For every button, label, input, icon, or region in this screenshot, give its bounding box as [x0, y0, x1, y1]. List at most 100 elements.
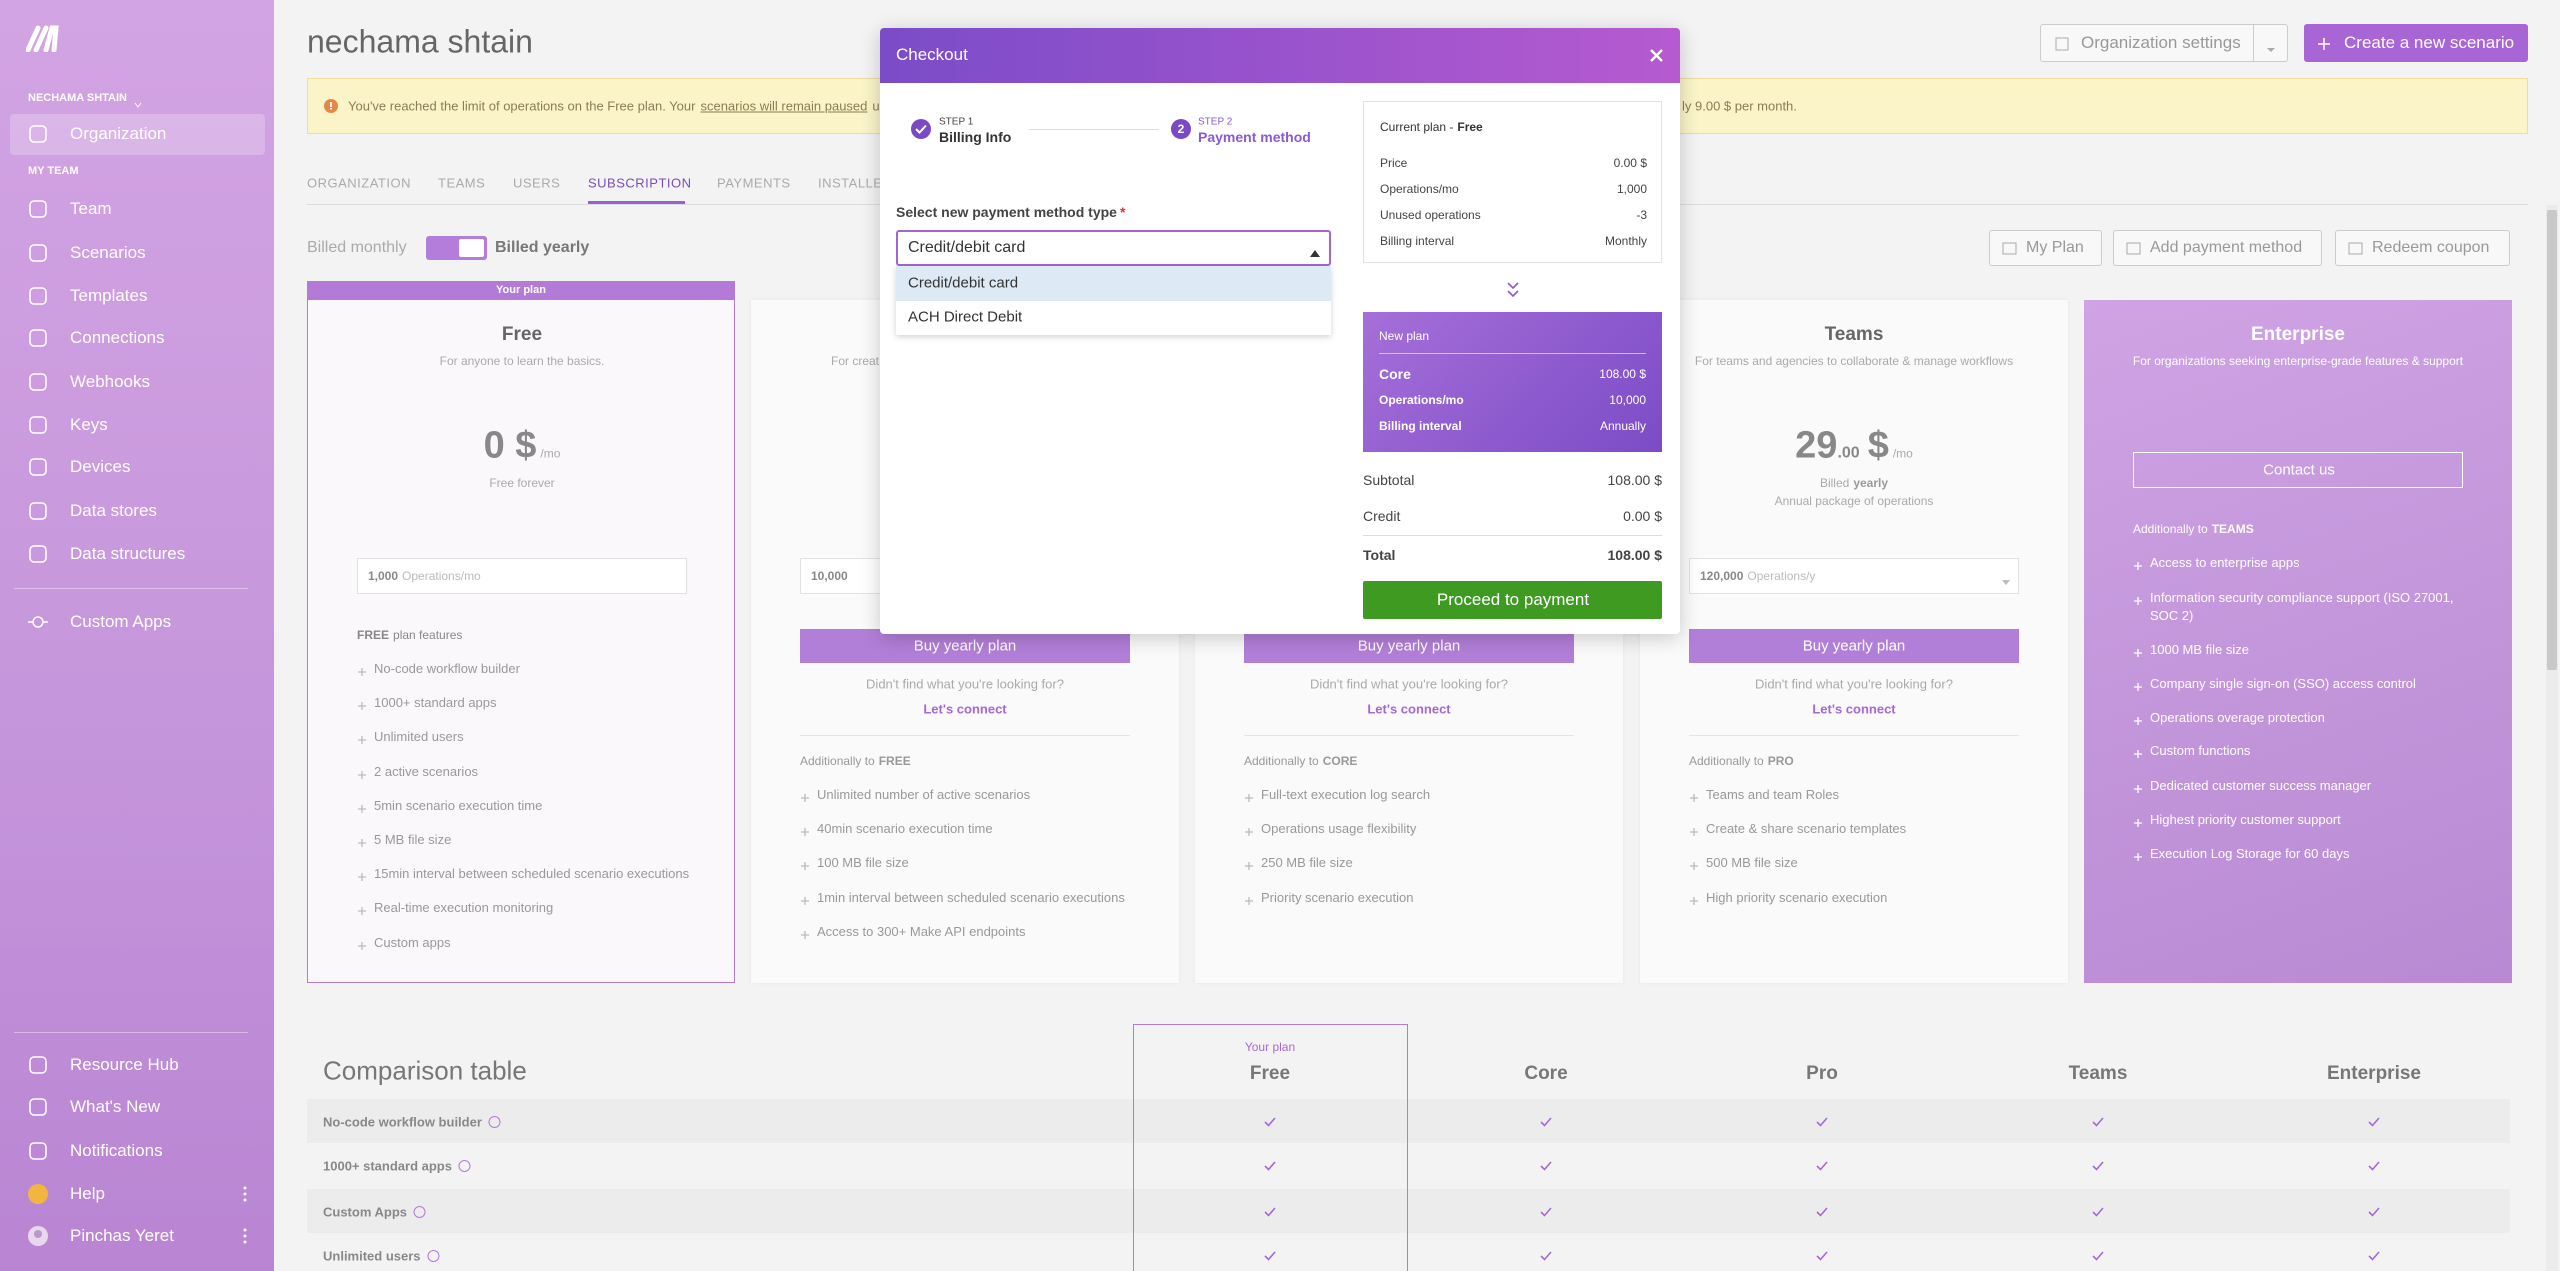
row-label-wrap: Unlimited users — [323, 1249, 440, 1264]
feature: Access to 300+ Make API endpoints — [817, 923, 1026, 939]
nav-icon-svg — [29, 1056, 47, 1074]
feature: 500 MB file size — [1706, 855, 1798, 871]
banner-link[interactable]: scenarios will remain paused — [700, 98, 868, 114]
operations-input[interactable]: 120,000 Operations/y — [1689, 558, 2019, 594]
feature-bullet — [357, 698, 367, 711]
check-icon — [1539, 1115, 1553, 1129]
nav-item[interactable]: Scenarios — [70, 243, 146, 262]
nav-item[interactable]: Team — [70, 199, 112, 218]
org-settings-button[interactable]: Organization settings — [2040, 24, 2288, 62]
nav-item[interactable]: Data structures — [70, 544, 186, 563]
nav-item[interactable]: Organization — [70, 124, 167, 143]
nav-item[interactable]: Keys — [70, 415, 108, 434]
nav-item[interactable]: Webhooks — [70, 372, 151, 391]
nav-item[interactable]: Data stores — [70, 501, 157, 520]
buy-button[interactable]: Buy yearly plan — [1689, 629, 2019, 663]
nav-icon — [28, 286, 48, 306]
action-button[interactable]: My Plan — [1989, 230, 2102, 266]
check-icon-svg — [2368, 1161, 2380, 1171]
nav-item[interactable]: What's New — [70, 1097, 161, 1116]
caret — [2266, 40, 2276, 52]
nav-item[interactable]: Custom Apps — [70, 612, 172, 631]
nav-item[interactable]: Devices — [70, 457, 131, 476]
billing-toggle[interactable] — [426, 236, 487, 260]
proceed-button[interactable]: Proceed to payment — [1363, 581, 1662, 619]
nav-item[interactable]: Resource Hub — [70, 1055, 179, 1074]
check-icon-svg — [1816, 1251, 1828, 1261]
dropdown-option[interactable]: ACH Direct Debit — [896, 300, 1331, 335]
option-label: ACH Direct Debit — [908, 308, 1023, 326]
buy-button[interactable]: Buy yearly plan — [1244, 629, 1574, 663]
nav-icon — [28, 1141, 48, 1161]
check-icon — [1815, 1115, 1829, 1129]
tab[interactable]: TEAMS — [438, 175, 486, 191]
badge-label: Your plan — [496, 284, 546, 296]
feature-bullet — [357, 903, 367, 916]
price-amount: 29 — [1795, 424, 1838, 467]
nav-item[interactable]: Help — [70, 1184, 105, 1203]
nav-item[interactable]: Connections — [70, 328, 165, 347]
nav-icon-svg — [29, 416, 47, 434]
tab[interactable]: ORGANIZATION — [307, 175, 411, 191]
toggle-knob — [459, 239, 484, 257]
button-label: Proceed to payment — [1436, 590, 1590, 609]
billing-monthly[interactable]: Billed monthly — [307, 239, 407, 256]
check-icon — [1815, 1159, 1829, 1173]
action-button[interactable]: Redeem coupon — [2335, 230, 2510, 266]
org-name[interactable]: NECHAMA SHTAIN — [28, 92, 127, 104]
tab[interactable]: INSTALLE — [818, 175, 883, 191]
nav-item[interactable]: Templates — [70, 286, 148, 305]
check-icon-svg — [1264, 1251, 1276, 1261]
connect-link[interactable]: Let's connect — [923, 701, 1007, 717]
summary-label: Credit — [1363, 508, 1401, 524]
plan-card: Teams For teams and agencies to collabora… — [1640, 300, 2068, 983]
check-icon — [2091, 1205, 2105, 1219]
additionally-text: Additionally to — [800, 754, 875, 768]
contact-button[interactable]: Contact us — [2133, 452, 2463, 488]
feature-bullet — [2133, 593, 2143, 605]
field-label: Select new payment method type * — [896, 204, 1125, 220]
nav-icon-svg — [29, 200, 47, 218]
buy-button[interactable]: Buy yearly plan — [800, 629, 1130, 663]
nav-item[interactable]: Notifications — [70, 1141, 163, 1160]
tab[interactable]: PAYMENTS — [717, 175, 791, 191]
step-name: Billing Info — [939, 129, 1012, 145]
feature-bullet — [2133, 815, 2143, 827]
feature: Access to enterprise apps — [2150, 555, 2300, 570]
close-button[interactable] — [1650, 49, 1663, 62]
payment-select[interactable]: Credit/debit card — [896, 230, 1331, 266]
connect-link[interactable]: Let's connect — [1367, 701, 1451, 717]
operations-value: 1,000 — [368, 569, 399, 583]
kebab-svg — [243, 1186, 247, 1202]
active-item[interactable] — [10, 114, 265, 155]
check-icon-svg — [2368, 1251, 2380, 1261]
connect-link[interactable]: Let's connect — [1812, 701, 1896, 717]
nav-icon — [28, 612, 48, 632]
plus-icon-svg — [2318, 38, 2330, 50]
tab[interactable]: SUBSCRIPTION — [588, 175, 692, 191]
nav-icon — [28, 372, 48, 392]
user-name[interactable]: Pinchas Yeret — [70, 1226, 174, 1245]
feature-bullet — [2133, 713, 2143, 725]
feature-bullet-svg — [1245, 862, 1253, 871]
check-icon-svg — [1540, 1251, 1552, 1261]
action-button[interactable]: Add payment method — [2113, 230, 2322, 266]
plan-name: Teams — [1824, 324, 1884, 345]
operations-value: 10,000 — [811, 569, 848, 583]
scrollbar-thumb[interactable] — [2547, 210, 2557, 670]
summary-label: Subtotal — [1363, 472, 1415, 488]
feature: Highest priority customer support — [2150, 812, 2341, 827]
operations-input[interactable]: 1,000 Operations/mo — [357, 558, 687, 594]
feature: Custom functions — [2150, 743, 2251, 758]
create-button[interactable]: Create a new scenario — [2304, 24, 2528, 62]
feature-bullet — [1689, 790, 1699, 802]
tab[interactable]: USERS — [513, 175, 561, 191]
row-label: Unlimited users — [323, 1248, 421, 1264]
summary-value: 108.00 $ — [1607, 547, 1663, 563]
dropdown-option[interactable]: Credit/debit card — [896, 266, 1331, 301]
row-label: Core — [1379, 366, 1411, 382]
check-icon-svg — [1540, 1161, 1552, 1171]
feature-bullet — [1689, 893, 1699, 905]
billing-yearly[interactable]: Billed yearly — [495, 239, 590, 256]
feature-bullet-svg — [358, 839, 366, 847]
